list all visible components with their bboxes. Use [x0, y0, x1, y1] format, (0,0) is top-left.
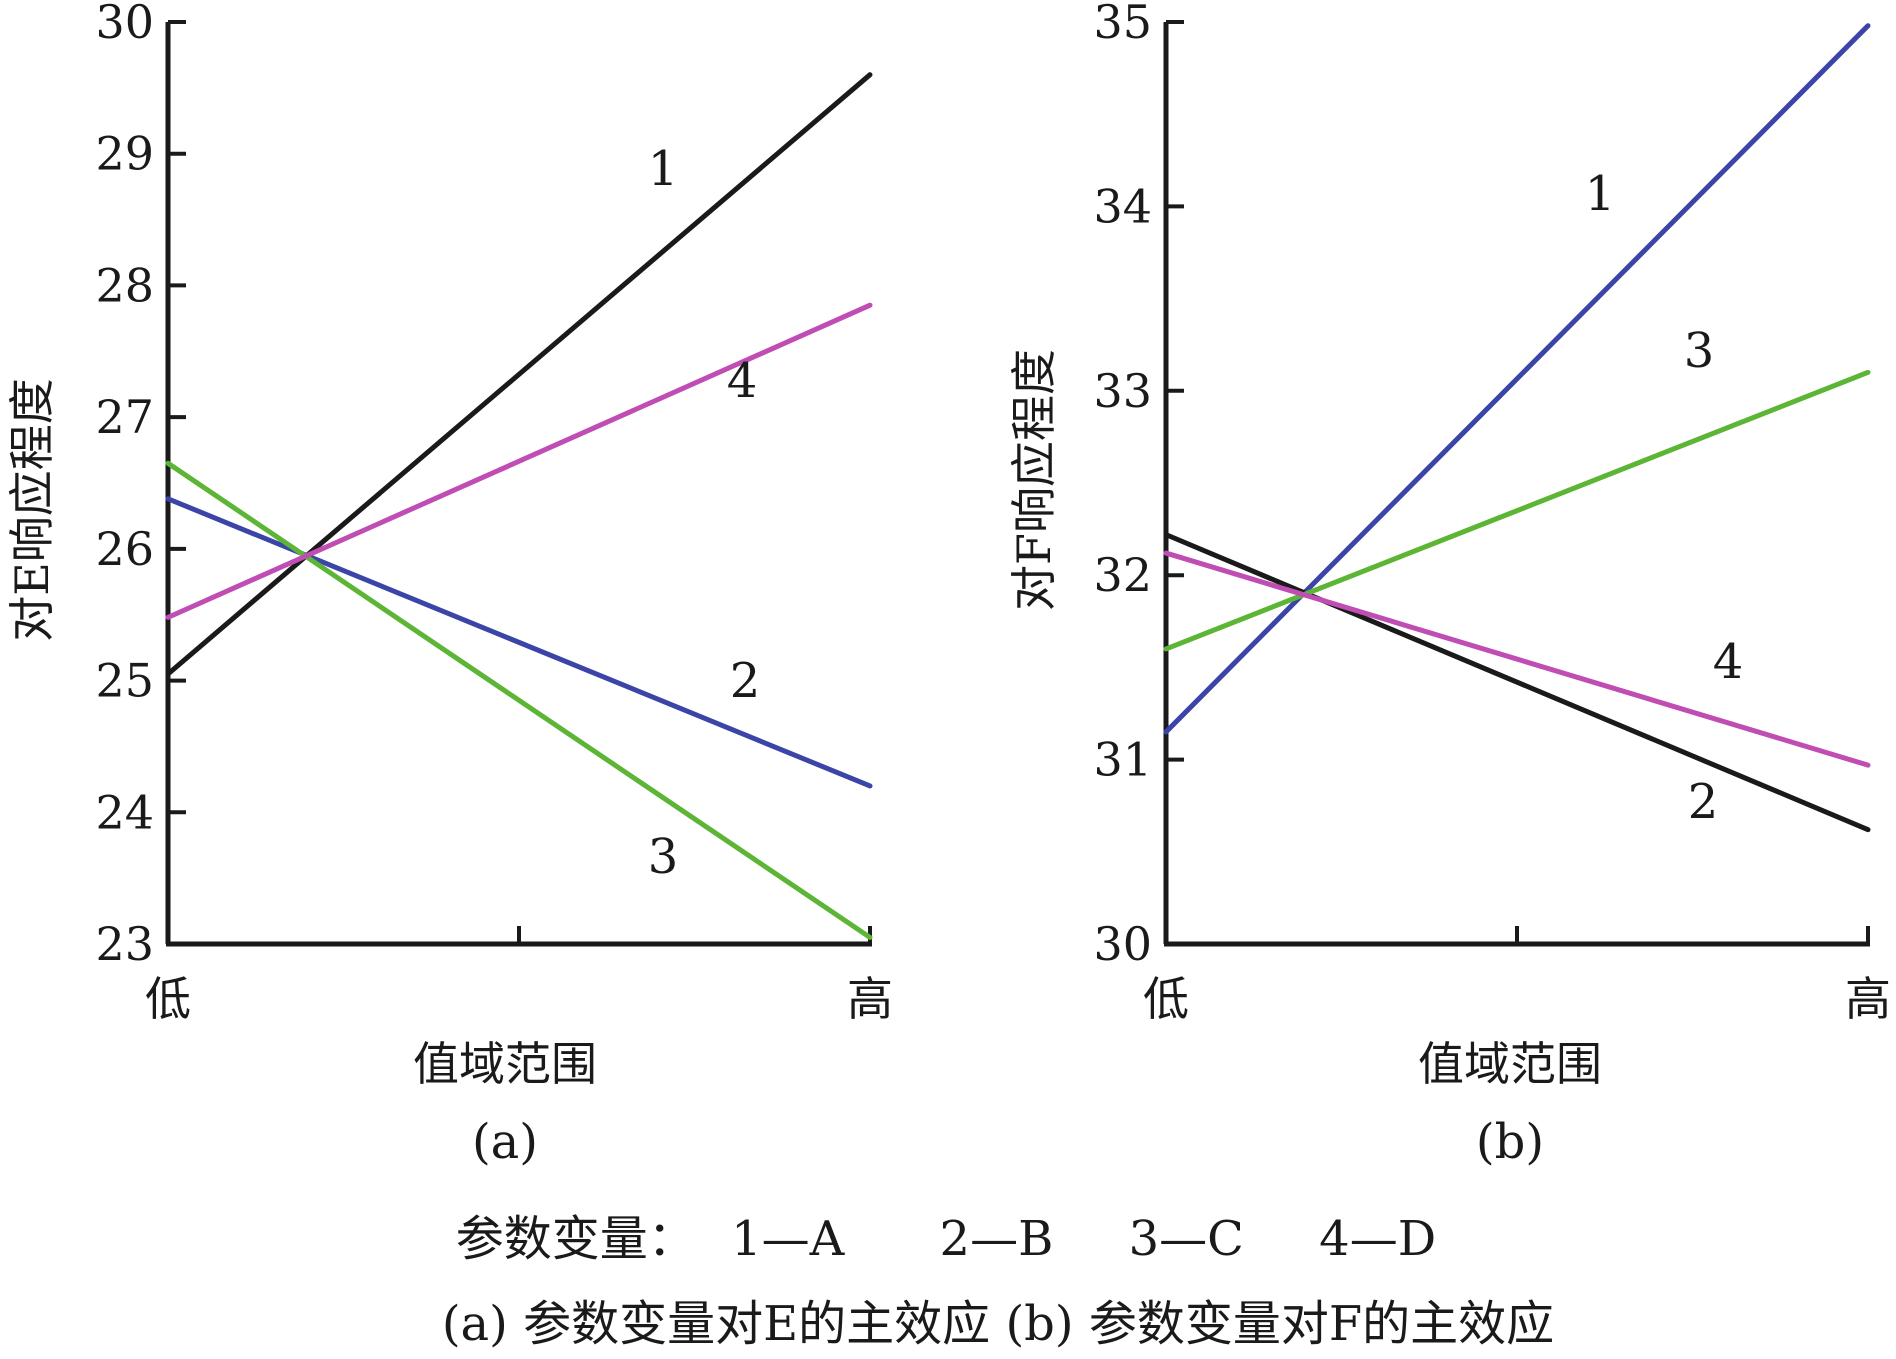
series-label-1: 1 — [1585, 166, 1616, 222]
series-line-2 — [1163, 532, 1871, 833]
x-tick-label: 高 — [847, 972, 893, 1026]
y-tick-label: 27 — [95, 390, 154, 444]
legend-item-3: 3—C — [1129, 1211, 1244, 1267]
legend-item-4: 4—D — [1319, 1211, 1436, 1267]
series-label-4: 4 — [727, 353, 758, 409]
series-line-4 — [165, 302, 873, 620]
y-tick-label: 23 — [95, 917, 154, 971]
series-line-1 — [1163, 23, 1871, 735]
series-label-3: 3 — [1684, 323, 1715, 379]
series-line-4 — [1163, 550, 1871, 768]
y-tick-label: 32 — [1093, 548, 1152, 602]
series-line-1 — [165, 72, 873, 677]
y-tick-label: 30 — [1093, 917, 1152, 971]
y-tick-label: 31 — [1093, 733, 1152, 787]
series-label-1: 1 — [648, 141, 679, 197]
y-tick-label: 34 — [1093, 179, 1152, 233]
legend-line: 参数变量： 1—A 2—B 3—C 4—D — [456, 1211, 1436, 1267]
series-label-4: 4 — [1713, 634, 1744, 690]
y-axis-title: 对F响应程度 — [1007, 349, 1061, 611]
y-tick-label: 24 — [95, 785, 154, 839]
y-tick-label: 33 — [1093, 364, 1152, 418]
y-tick-label: 25 — [95, 654, 154, 708]
x-axis-title: 值域范围 — [413, 1037, 597, 1091]
series-line-2 — [165, 496, 873, 789]
y-axis-title: 对E响应程度 — [5, 378, 59, 642]
y-tick-label: 29 — [95, 127, 154, 181]
figure-caption: (a) 参数变量对E的主效应 (b) 参数变量对F的主效应 — [442, 1296, 1554, 1352]
panel-label: (b) — [1476, 1114, 1544, 1170]
y-tick-label: 28 — [95, 258, 154, 312]
x-axis-title: 值域范围 — [1418, 1037, 1602, 1091]
y-tick-label: 26 — [95, 522, 154, 576]
series-line-3 — [165, 460, 873, 940]
x-tick-label: 高 — [1845, 972, 1891, 1026]
y-tick-label: 30 — [95, 0, 154, 49]
legend-item-2: 2—B — [940, 1211, 1054, 1267]
legend-prefix: 参数变量： — [456, 1211, 696, 1267]
series-label-3: 3 — [648, 829, 679, 885]
panel-label: (a) — [472, 1114, 538, 1170]
series-label-2: 2 — [1688, 774, 1719, 830]
y-tick-label: 35 — [1093, 0, 1152, 49]
x-tick-label: 低 — [145, 972, 191, 1026]
series-label-2: 2 — [730, 653, 761, 709]
series-line-3 — [1163, 369, 1871, 652]
x-tick-label: 低 — [1143, 972, 1189, 1026]
legend-item-1: 1—A — [731, 1211, 846, 1267]
